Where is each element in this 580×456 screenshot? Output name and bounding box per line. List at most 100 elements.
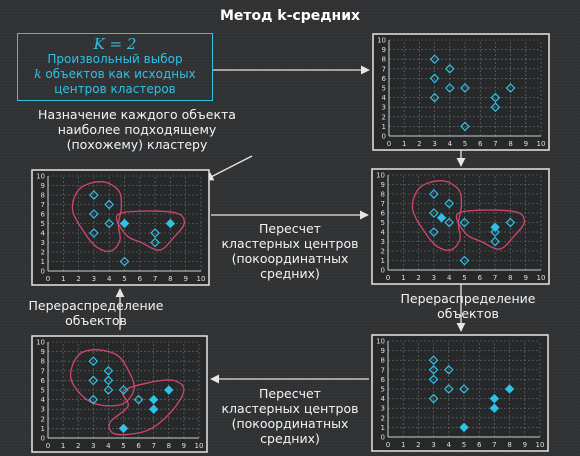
data-point: [490, 227, 500, 237]
x-tick-label: 10: [537, 140, 546, 148]
y-tick-label: 2: [381, 248, 385, 256]
x-tick-label: 7: [151, 442, 155, 450]
y-tick-label: 10: [36, 339, 45, 347]
y-tick-label: 8: [41, 192, 45, 200]
x-tick-label: 5: [462, 274, 466, 282]
y-tick-label: 4: [381, 395, 386, 403]
x-tick-label: 6: [136, 442, 141, 450]
y-tick-label: 6: [381, 376, 386, 384]
step-recompute-2-line-2: кластерных центров: [221, 401, 359, 416]
y-tick-label: 1: [41, 425, 45, 433]
x-tick-label: 2: [76, 275, 80, 283]
step-redistribute-left-line-1: Перераспределение: [28, 298, 164, 313]
data-point: [103, 365, 114, 376]
initial-choice-box: K = 2 Произвольный выбор k объектов как …: [17, 33, 213, 101]
data-point: [429, 208, 439, 218]
x-tick-label: 3: [91, 442, 95, 450]
x-tick-label: 9: [523, 274, 527, 282]
step-recompute-2-line-4: средних): [260, 431, 320, 446]
init-line-1: Произвольный выбор: [47, 52, 183, 66]
data-point: [428, 393, 439, 404]
y-tick-label: 7: [41, 201, 45, 209]
step-recompute-2: Пересчет кластерных центров (покоординат…: [210, 386, 370, 446]
y-tick-label: 7: [381, 366, 385, 374]
data-point: [459, 255, 470, 266]
cluster-center: [119, 218, 130, 229]
cluster-center: [164, 385, 174, 395]
y-tick-label: 5: [41, 387, 45, 395]
step-assign-line-3: (похожему) кластеру: [66, 137, 208, 152]
x-tick-label: 9: [183, 275, 187, 283]
x-tick-label: 0: [46, 275, 50, 283]
y-tick-label: 8: [382, 56, 386, 64]
data-point: [429, 189, 439, 199]
data-point: [490, 102, 501, 113]
y-tick-label: 0: [381, 267, 385, 275]
y-tick-label: 1: [382, 123, 386, 131]
x-tick-label: 7: [493, 140, 497, 148]
data-point: [103, 385, 114, 395]
init-line-2-rest: объектов как исходных: [41, 67, 196, 81]
step-recompute-1: Пересчет кластерных центров (покоординат…: [210, 221, 370, 281]
data-point: [429, 227, 439, 237]
step-redistribute-left: Перераспределение объектов: [16, 298, 176, 328]
data-point: [89, 190, 99, 200]
data-point: [104, 199, 115, 210]
y-tick-label: 3: [381, 238, 385, 246]
data-point: [429, 92, 440, 103]
x-tick-label: 4: [106, 442, 111, 450]
y-tick-label: 9: [381, 181, 385, 189]
y-tick-label: 9: [41, 182, 45, 190]
y-tick-label: 3: [41, 239, 45, 247]
data-point: [150, 228, 160, 238]
cluster-center: [459, 422, 469, 433]
y-tick-label: 7: [41, 367, 45, 375]
y-tick-label: 3: [382, 104, 386, 112]
step-assign-line-2: наиболее подходящему: [57, 122, 217, 137]
y-tick-label: 2: [381, 414, 385, 422]
x-tick-label: 0: [386, 441, 390, 449]
x-tick-label: 3: [92, 275, 96, 283]
y-tick-label: 0: [381, 434, 385, 442]
x-tick-label: 4: [448, 140, 453, 148]
step-redistribute-right: Перераспределение объектов: [378, 291, 558, 321]
y-tick-label: 1: [381, 424, 385, 432]
y-tick-label: 1: [381, 257, 385, 265]
data-point: [89, 209, 99, 219]
cluster-center: [489, 403, 500, 413]
data-point: [103, 375, 114, 386]
init-line-3: центров кластеров: [54, 82, 176, 96]
diagram-title: Метод k-средних: [219, 8, 361, 24]
cluster-outline-1: [71, 181, 123, 253]
x-tick-label: 1: [401, 441, 405, 449]
x-tick-label: 8: [168, 275, 172, 283]
x-tick-label: 6: [477, 441, 482, 449]
x-tick-label: 3: [432, 274, 436, 282]
y-tick-label: 5: [382, 85, 386, 93]
x-tick-label: 2: [76, 442, 80, 450]
x-tick-label: 1: [402, 140, 406, 148]
y-tick-label: 4: [381, 229, 386, 237]
y-tick-label: 2: [41, 249, 45, 257]
data-point: [505, 83, 516, 93]
cluster-center: [165, 218, 176, 229]
cluster-outline-2: [455, 209, 525, 250]
step-recompute-1-line-3: (покоординатных: [231, 251, 349, 266]
y-tick-label: 6: [382, 75, 387, 83]
x-tick-label: 0: [387, 140, 391, 148]
x-tick-label: 9: [524, 140, 528, 148]
x-tick-label: 10: [195, 442, 204, 450]
k-variable: k: [34, 67, 42, 81]
x-tick-label: 10: [536, 441, 545, 449]
step-recompute-1-line-1: Пересчет: [259, 221, 321, 236]
data-point: [490, 236, 500, 247]
arrow-assign-to-left: [204, 155, 253, 181]
y-tick-label: 6: [381, 210, 386, 218]
step-recompute-2-line-1: Пересчет: [259, 386, 321, 401]
y-tick-label: 2: [41, 415, 45, 423]
step-recompute-2-line-3: (покоординатных: [231, 416, 349, 431]
y-tick-label: 4: [41, 396, 46, 404]
